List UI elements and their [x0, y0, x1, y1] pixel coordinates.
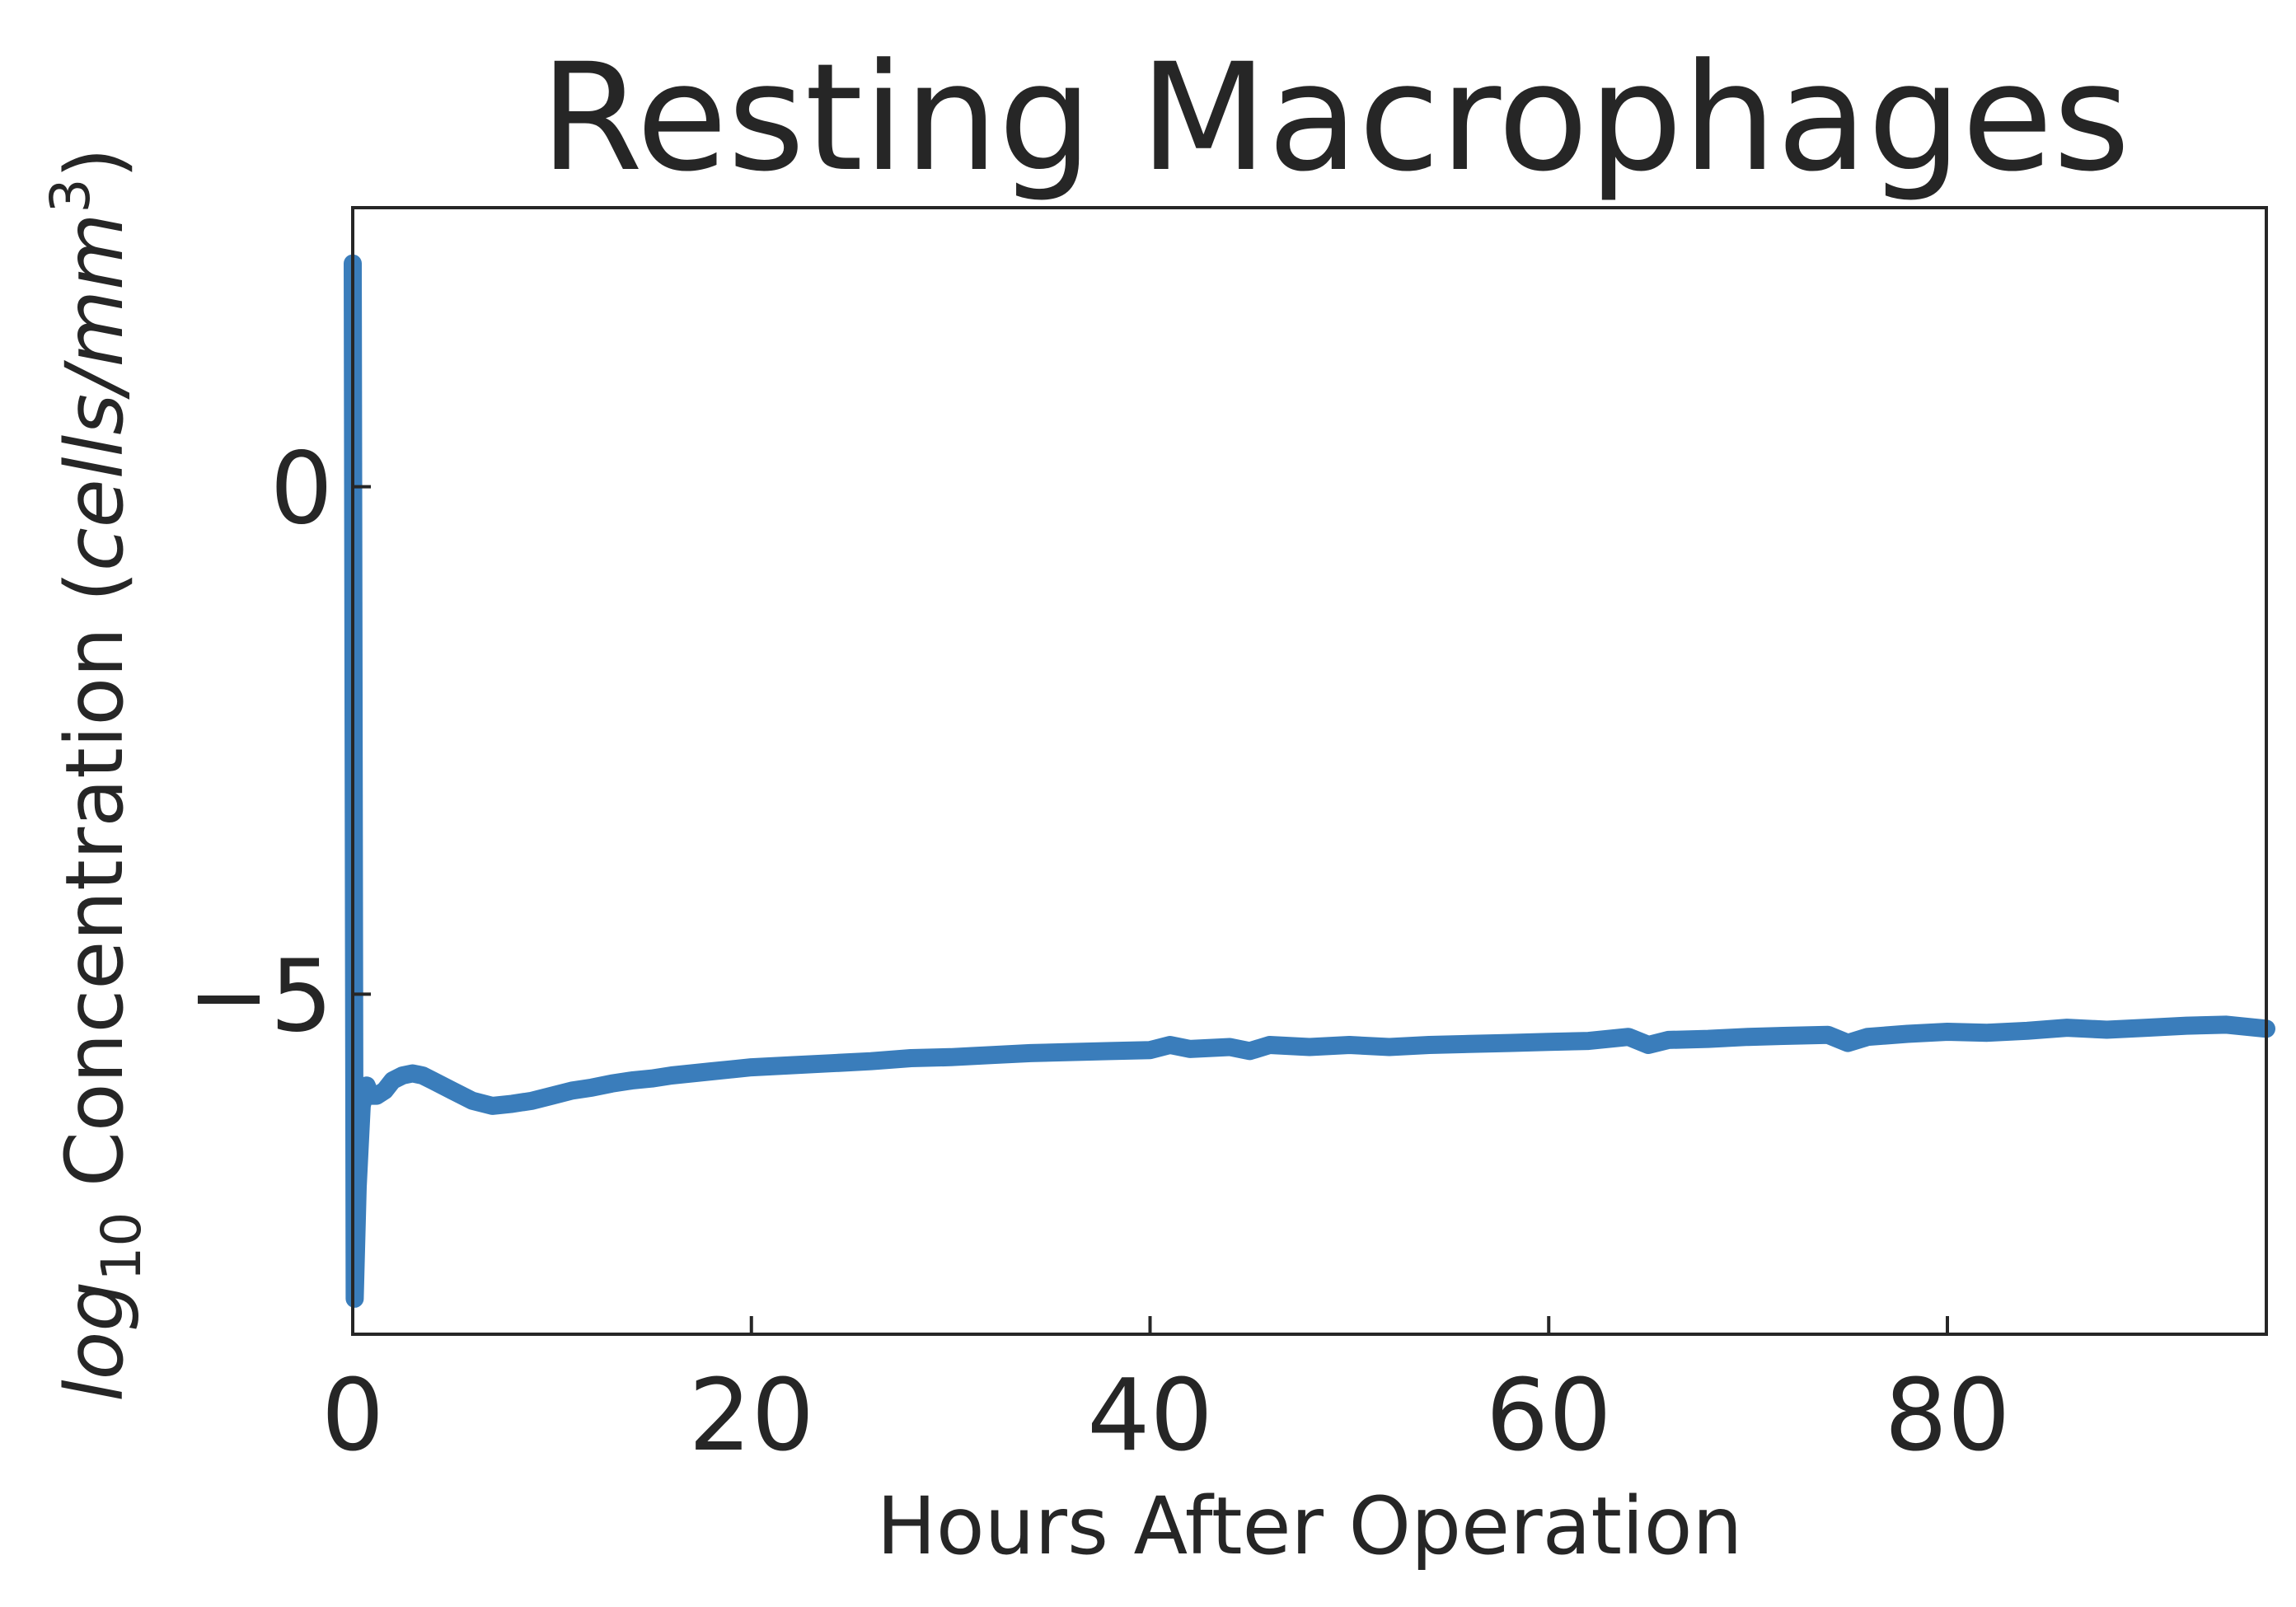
x-tick-label: 20 — [688, 1359, 814, 1473]
x-tick-label: 40 — [1087, 1359, 1213, 1473]
y-tick-label: 0 — [270, 433, 333, 547]
y-axis-label-subscript: 10 — [90, 1212, 153, 1281]
y-axis-label-log: log — [49, 1281, 141, 1402]
y-axis-label: log10 Concentration (cells/mm3) — [39, 148, 153, 1402]
y-axis-label-close: ) — [49, 148, 141, 178]
series-line-0 — [344, 254, 2275, 1308]
axis-ticks: 0 20 40 60 80 0 −5 — [187, 433, 2010, 1473]
x-tick-label: 80 — [1885, 1359, 2011, 1473]
x-tick-label: 60 — [1486, 1359, 1612, 1473]
y-axis-label-unit: cells/mm — [49, 213, 141, 571]
y-tick-label: −5 — [187, 939, 333, 1054]
plot-area — [344, 254, 2275, 1308]
chart-title: Resting Macrophages — [540, 32, 2130, 204]
y-axis-label-text: Concentration ( — [49, 571, 141, 1212]
x-axis-label: Hours After Operation — [877, 1480, 1743, 1572]
x-tick-label: 0 — [321, 1359, 384, 1473]
y-axis-label-superscript: 3 — [39, 178, 102, 213]
plot-frame — [351, 206, 2268, 1336]
